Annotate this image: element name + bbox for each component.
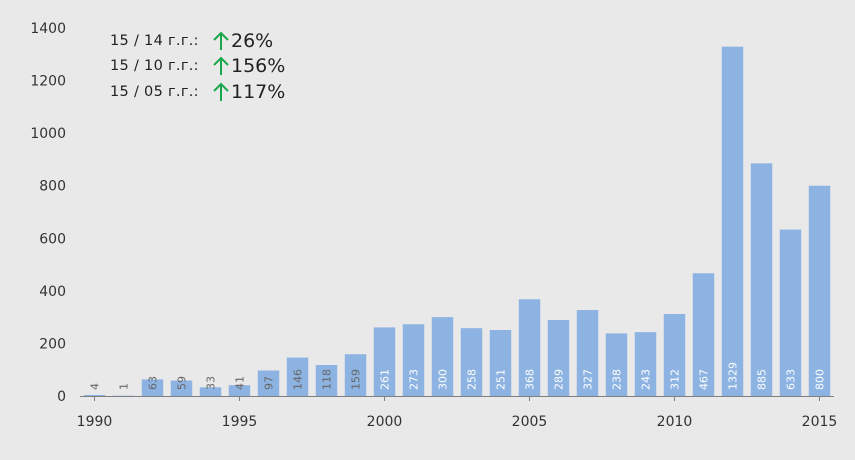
bar-data-label: 368 — [524, 369, 537, 390]
growth-period-label: 15 / 10 г.г.: — [110, 58, 199, 75]
y-tick-label: 400 — [39, 284, 66, 300]
bar-data-label: 800 — [814, 369, 827, 390]
x-tick-label: 2005 — [512, 414, 548, 430]
growth-row-15-05: 15 / 05 г.г.: 117% — [110, 79, 285, 105]
bar — [721, 46, 744, 397]
bar-data-label: 118 — [321, 369, 334, 390]
bar-data-label: 63 — [147, 376, 160, 390]
growth-percent-value: 156% — [231, 55, 286, 78]
bar — [344, 354, 367, 396]
bar — [489, 330, 512, 396]
bar-data-label: 312 — [669, 369, 682, 390]
growth-annotations: 15 / 14 г.г.: 26% 15 / 10 г.г.: 156% 15 … — [110, 28, 285, 105]
growth-period-label: 15 / 05 г.г.: — [110, 83, 199, 100]
bar-data-label: 633 — [785, 369, 798, 390]
bars — [83, 46, 831, 397]
y-tick-label: 1200 — [30, 74, 66, 90]
bar-data-label: 261 — [379, 369, 392, 390]
bar-data-label: 243 — [640, 369, 653, 390]
bar-data-label: 97 — [263, 376, 276, 390]
bar-data-label: 273 — [408, 369, 421, 390]
growth-period-label: 15 / 14 г.г.: — [110, 32, 199, 49]
up-arrow-icon — [213, 31, 229, 50]
bar-data-label: 467 — [698, 369, 711, 390]
bar-data-label: 159 — [350, 369, 363, 390]
bar-data-label: 300 — [437, 369, 450, 390]
y-axis-ticks: 0 200 400 600 800 1000 1200 1400 — [30, 21, 66, 405]
bar — [170, 380, 193, 396]
y-tick-label: 1000 — [30, 126, 66, 142]
bar-data-label: 258 — [466, 369, 479, 390]
x-tick-label: 1990 — [77, 414, 113, 430]
bar-data-label: 327 — [582, 369, 595, 390]
bar-data-label: 885 — [756, 369, 769, 390]
y-tick-label: 1400 — [30, 21, 66, 37]
x-tick-label: 2000 — [367, 414, 403, 430]
bar — [605, 333, 628, 396]
bar — [199, 387, 222, 396]
bar-data-labels: 4 1 63 59 33 41 97 146 118 159 261 273 300 258 251 368 2… — [89, 362, 827, 390]
bar — [83, 394, 106, 396]
bar — [692, 273, 715, 396]
growth-percent-value: 26% — [231, 29, 274, 52]
bar — [373, 327, 396, 396]
y-tick-label: 800 — [39, 179, 66, 195]
bar-data-label: 4 — [89, 383, 102, 390]
growth-percent-value: 117% — [231, 80, 286, 103]
bar-data-label: 238 — [611, 369, 624, 390]
bar — [460, 328, 483, 396]
y-tick-label: 200 — [39, 336, 66, 352]
bar — [779, 229, 802, 396]
x-tick-label: 2010 — [657, 414, 693, 430]
up-arrow-icon — [213, 56, 229, 76]
bar — [315, 364, 338, 396]
bar — [634, 332, 657, 396]
bar-data-label: 289 — [553, 369, 566, 390]
bar — [286, 357, 309, 396]
bar — [257, 370, 280, 396]
bar-data-label: 251 — [495, 369, 508, 390]
x-axis-ticks: 1990 1995 2000 2005 2010 2015 — [77, 396, 838, 430]
growth-row-15-10: 15 / 10 г.г.: 156% — [110, 54, 285, 80]
bar — [576, 310, 599, 396]
bar-data-label: 33 — [205, 376, 218, 390]
bar-data-label: 146 — [292, 369, 305, 390]
bar-data-label: 59 — [176, 376, 189, 390]
bar-data-label: 41 — [234, 376, 247, 390]
bar — [228, 385, 251, 396]
bar — [518, 299, 541, 396]
up-arrow-icon — [213, 82, 229, 101]
bar — [547, 320, 570, 396]
x-tick-label: 2015 — [802, 414, 838, 430]
bar-data-label: 1 — [118, 383, 131, 390]
growth-row-15-14: 15 / 14 г.г.: 26% — [110, 28, 285, 54]
bar — [663, 313, 686, 396]
y-tick-label: 0 — [57, 389, 66, 405]
bar — [750, 163, 773, 396]
x-tick-label: 1995 — [222, 414, 258, 430]
bar — [808, 185, 831, 396]
y-tick-label: 600 — [39, 231, 66, 247]
bar — [141, 379, 164, 396]
bar — [402, 324, 425, 396]
bar — [431, 317, 454, 396]
bar-data-label: 1329 — [727, 362, 740, 390]
